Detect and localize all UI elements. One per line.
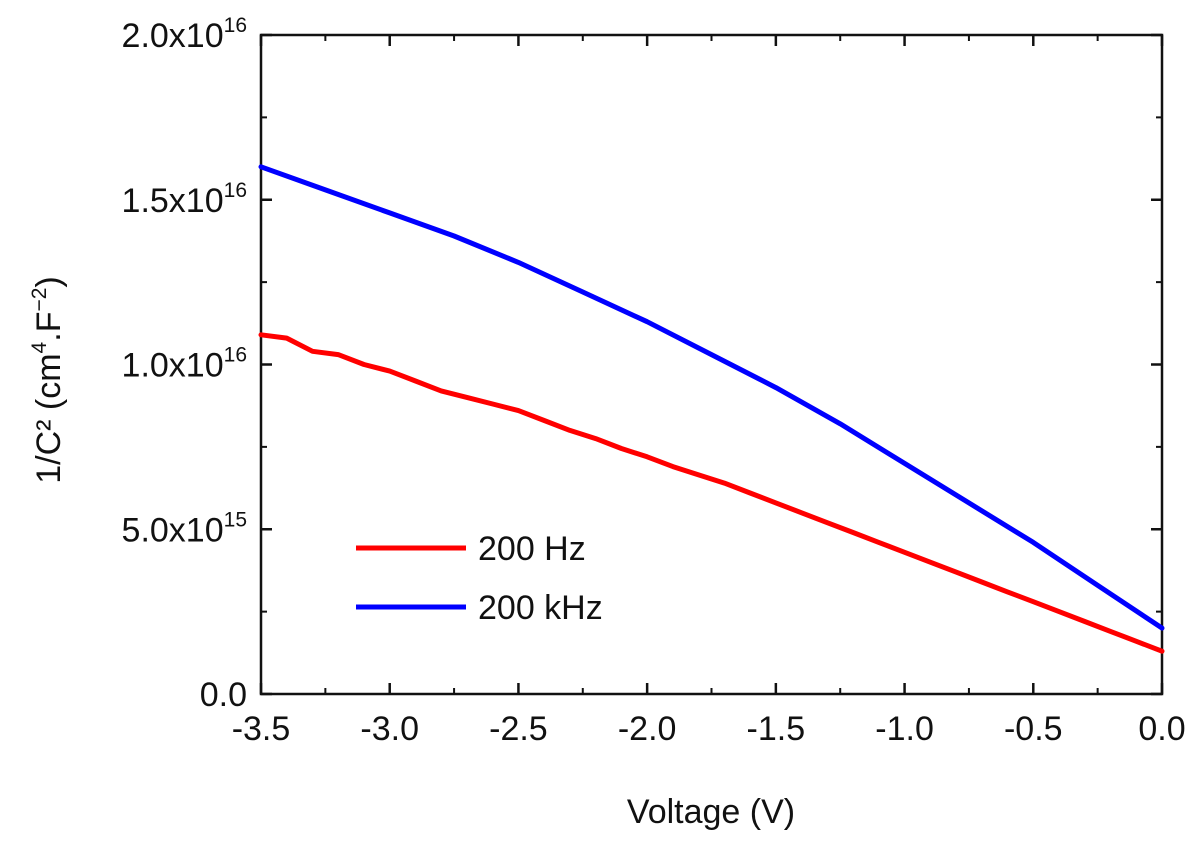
y-tick-label: 0.0 bbox=[200, 676, 247, 714]
plot-frame bbox=[259, 33, 1164, 696]
legend: 200 Hz 200 kHz bbox=[356, 530, 603, 627]
y-tick-label-exponent: 16 bbox=[224, 14, 247, 37]
y-tick-label-mantissa: 0.0 bbox=[200, 676, 247, 714]
y-axis-title-main: 1/C² (cm bbox=[30, 353, 68, 483]
series-line-200khz bbox=[258, 164, 1165, 631]
y-tick-label-mantissa: 2.0x10 bbox=[122, 17, 224, 55]
y-tick-label: 5.0x1015 bbox=[122, 508, 247, 549]
y-tick-label: 1.0x1016 bbox=[122, 344, 247, 385]
y-tick-label-exponent: 16 bbox=[224, 344, 247, 367]
y-tick-label-exponent: 15 bbox=[224, 508, 247, 531]
legend-label-200khz: 200 kHz bbox=[478, 589, 603, 627]
x-tick-label: -0.5 bbox=[1004, 710, 1063, 748]
y-axis-title-end: ) bbox=[30, 276, 68, 287]
plot-area bbox=[258, 33, 1165, 696]
x-tick-label: -1.0 bbox=[875, 710, 934, 748]
x-tick-label: 0.0 bbox=[1138, 710, 1185, 748]
x-tick-label: -1.5 bbox=[747, 710, 806, 748]
legend-item-200khz: 200 kHz bbox=[356, 589, 603, 627]
legend-label-200hz: 200 Hz bbox=[478, 530, 586, 568]
x-tick-label: -3.0 bbox=[360, 710, 419, 748]
y-axis-title: 1/C² (cm4.F−2) bbox=[28, 276, 68, 484]
y-tick-label-exponent: 16 bbox=[224, 179, 247, 202]
x-tick-label: -2.5 bbox=[489, 710, 548, 748]
series-line-200hz bbox=[258, 332, 1165, 654]
legend-item-200hz: 200 Hz bbox=[356, 530, 586, 568]
series-layer bbox=[258, 164, 1165, 654]
y-tick-label-mantissa: 1.0x10 bbox=[122, 347, 224, 385]
y-axis-title-sup2: −2 bbox=[28, 288, 51, 312]
y-tick-label-mantissa: 1.5x10 bbox=[122, 182, 224, 220]
x-tick-label: -3.5 bbox=[232, 710, 291, 748]
ticks-layer bbox=[259, 33, 1164, 696]
y-axis-title-mid: .F bbox=[30, 312, 68, 342]
x-axis-title: Voltage (V) bbox=[627, 793, 795, 831]
y-tick-label-mantissa: 5.0x10 bbox=[122, 511, 224, 549]
x-tick-label: -2.0 bbox=[618, 710, 677, 748]
y-axis-title-sup1: 4 bbox=[28, 341, 51, 353]
y-tick-label: 1.5x1016 bbox=[122, 179, 247, 220]
y-tick-label: 2.0x1016 bbox=[122, 14, 247, 55]
x-tick-labels: -3.5 -3.0 -2.5 -2.0 -1.5 -1.0 -0.5 0.0 bbox=[232, 710, 1186, 748]
